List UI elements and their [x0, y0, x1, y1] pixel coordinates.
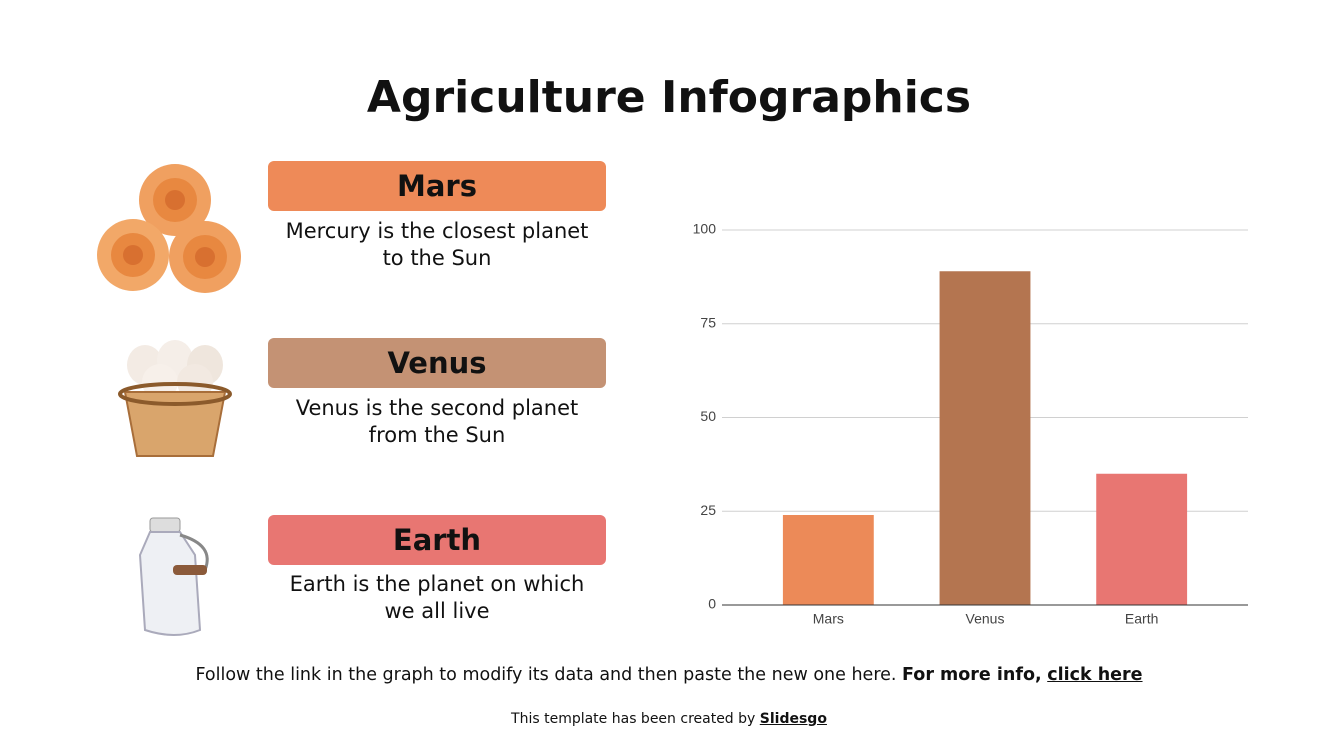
y-tick-label: 75 — [700, 314, 716, 330]
y-tick-label: 100 — [693, 221, 717, 237]
credit-text: This template has been created by — [511, 711, 756, 727]
y-tick-label: 50 — [700, 408, 716, 424]
bar — [1096, 473, 1188, 605]
bar — [782, 515, 874, 605]
item-text: Mercury is the closest planet to the Sun — [285, 219, 589, 270]
illustrations — [97, 164, 241, 636]
egg-basket — [118, 340, 232, 457]
milk-jug — [138, 517, 209, 636]
title: Agriculture Infographics — [366, 72, 972, 123]
item-label: Earth — [268, 515, 606, 565]
x-tick-label: Venus — [966, 611, 1005, 627]
footer-link[interactable]: click here — [1047, 665, 1143, 685]
item-label: Mars — [268, 161, 606, 211]
x-tick-label: Earth — [1125, 611, 1158, 627]
credit-link[interactable]: Slidesgo — [759, 711, 827, 727]
y-tick-label: 25 — [700, 502, 716, 518]
y-tick-label: 0 — [708, 596, 716, 612]
item-text: Earth is the planet on which we all live — [289, 572, 585, 623]
footer: Follow the link in the graph to modify i… — [0, 665, 1338, 685]
credit: This template has been created by Slides… — [0, 711, 1338, 727]
item-text: Venus is the second planet from the Sun — [295, 396, 579, 447]
footer-text: Follow the link in the graph to modify i… — [195, 665, 897, 685]
x-tick-label: Mars — [813, 611, 844, 627]
footer-bold: For more info, — [902, 665, 1042, 685]
item-label: Venus — [268, 338, 606, 388]
bar — [939, 271, 1031, 605]
hay-bales — [97, 164, 241, 293]
